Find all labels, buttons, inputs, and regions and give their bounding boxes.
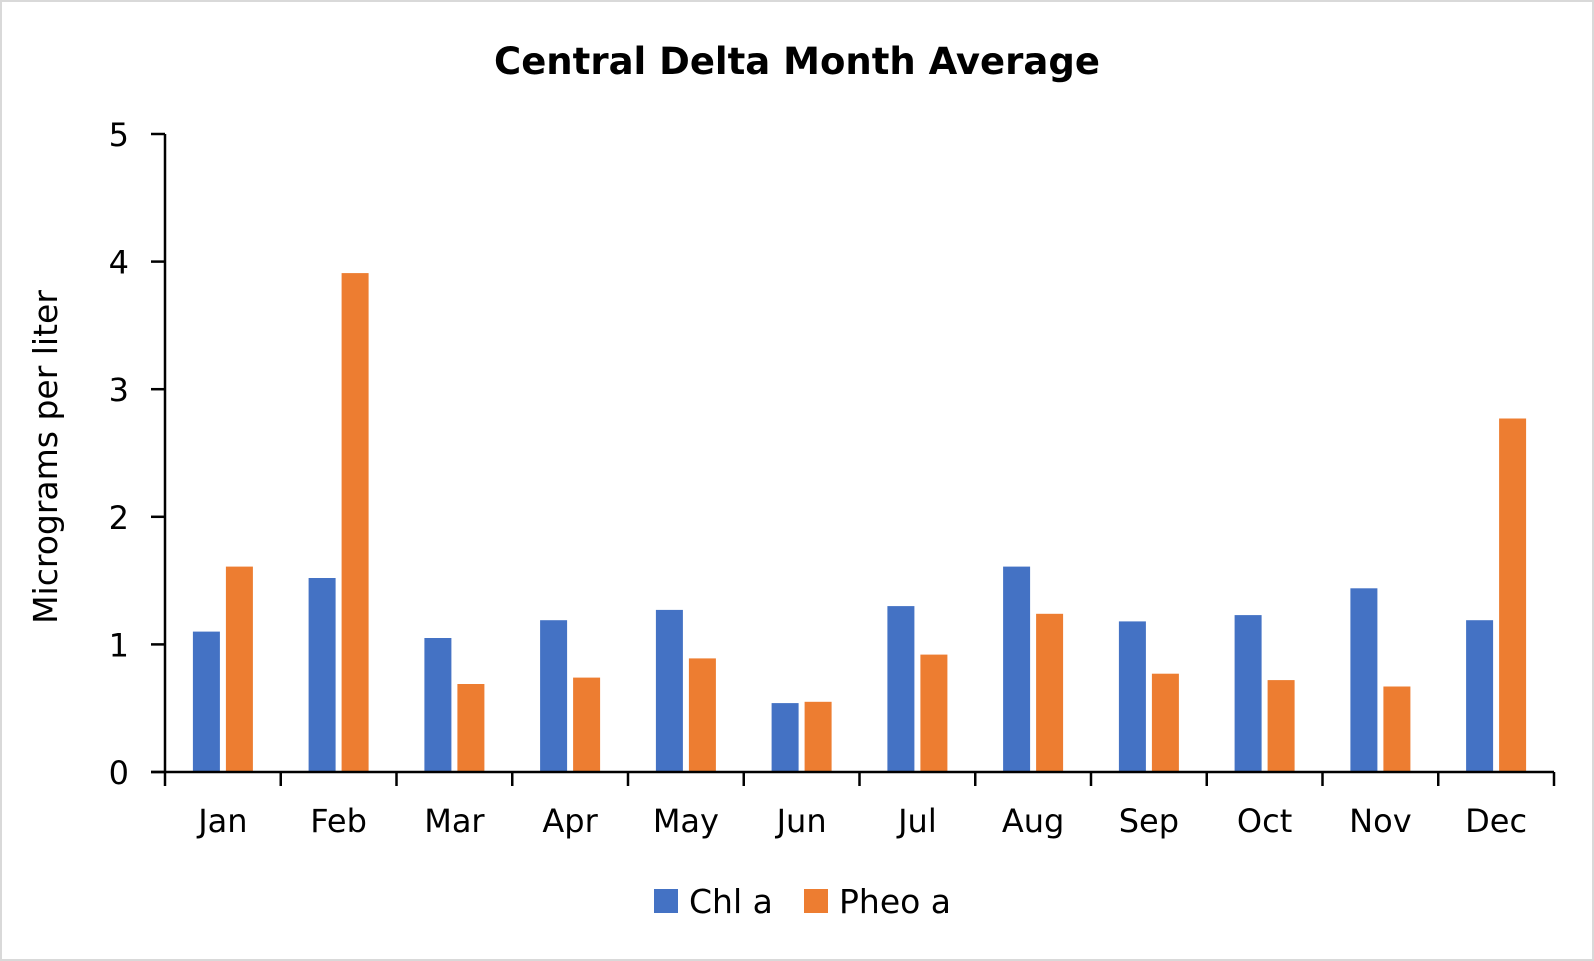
bar-chl-a-may bbox=[655, 609, 683, 772]
bar-pheo-a-jul bbox=[920, 654, 948, 772]
bar-pheo-a-oct bbox=[1267, 680, 1295, 772]
x-tick-label-aug: Aug bbox=[1002, 802, 1064, 840]
legend-swatch-chl-a bbox=[654, 889, 678, 913]
bar-pheo-a-dec bbox=[1499, 418, 1527, 772]
bar-pheo-a-may bbox=[688, 658, 716, 772]
bar-chl-a-jun bbox=[771, 703, 799, 772]
legend: Chl a Pheo a bbox=[654, 882, 951, 921]
x-tick-label-nov: Nov bbox=[1349, 802, 1411, 840]
x-tick-label-jun: Jun bbox=[775, 802, 827, 840]
bar-pheo-a-aug bbox=[1036, 613, 1064, 772]
axes-layer bbox=[151, 134, 1554, 774]
chart-title: Central Delta Month Average bbox=[494, 40, 1100, 83]
y-tick-label: 4 bbox=[109, 244, 129, 282]
bar-pheo-a-jan bbox=[225, 566, 253, 772]
x-tick-label-dec: Dec bbox=[1465, 802, 1527, 840]
y-tick-label: 3 bbox=[109, 371, 129, 409]
bar-chl-a-aug bbox=[1003, 566, 1031, 772]
bar-chl-a-mar bbox=[424, 638, 452, 772]
ticks-layer: 0 1 2 3 4 5 Jan Feb Mar Apr May Jun Jul Aug Sep Oct Nov D… bbox=[109, 116, 1556, 840]
x-tick-label-feb: Feb bbox=[310, 802, 367, 840]
legend-swatch-pheo-a bbox=[804, 889, 828, 913]
bar-chl-a-oct bbox=[1234, 615, 1262, 772]
y-tick-label: 5 bbox=[109, 116, 129, 154]
bar-chl-a-sep bbox=[1118, 621, 1146, 772]
y-axis-title: Micrograms per liter bbox=[26, 290, 65, 624]
bar-chl-a-jul bbox=[887, 606, 915, 772]
x-tick-label-apr: Apr bbox=[542, 802, 598, 840]
x-tick-label-jan: Jan bbox=[196, 802, 247, 840]
x-tick-label-jul: Jul bbox=[896, 802, 937, 840]
legend-label-pheo-a: Pheo a bbox=[839, 882, 951, 921]
bar-pheo-a-nov bbox=[1383, 686, 1411, 772]
bar-chl-a-jan bbox=[192, 631, 220, 772]
y-tick-label: 1 bbox=[109, 626, 129, 664]
bar-chl-a-apr bbox=[540, 620, 568, 772]
y-tick-label: 0 bbox=[109, 754, 129, 792]
bar-pheo-a-mar bbox=[457, 684, 485, 772]
bar-pheo-a-apr bbox=[573, 677, 601, 772]
legend-label-chl-a: Chl a bbox=[689, 882, 773, 921]
bar-pheo-a-feb bbox=[341, 273, 369, 772]
x-tick-label-oct: Oct bbox=[1237, 802, 1292, 840]
x-tick-label-sep: Sep bbox=[1119, 802, 1179, 840]
y-tick-label: 2 bbox=[109, 499, 129, 537]
bar-chl-a-dec bbox=[1466, 620, 1494, 772]
x-tick-label-mar: Mar bbox=[424, 802, 485, 840]
bar-pheo-a-jun bbox=[804, 701, 832, 772]
bar-chl-a-feb bbox=[308, 578, 336, 772]
bar-chl-a-nov bbox=[1350, 588, 1378, 772]
bar-pheo-a-sep bbox=[1151, 673, 1179, 772]
x-tick-label-may: May bbox=[653, 802, 719, 840]
bars-layer bbox=[192, 273, 1527, 772]
